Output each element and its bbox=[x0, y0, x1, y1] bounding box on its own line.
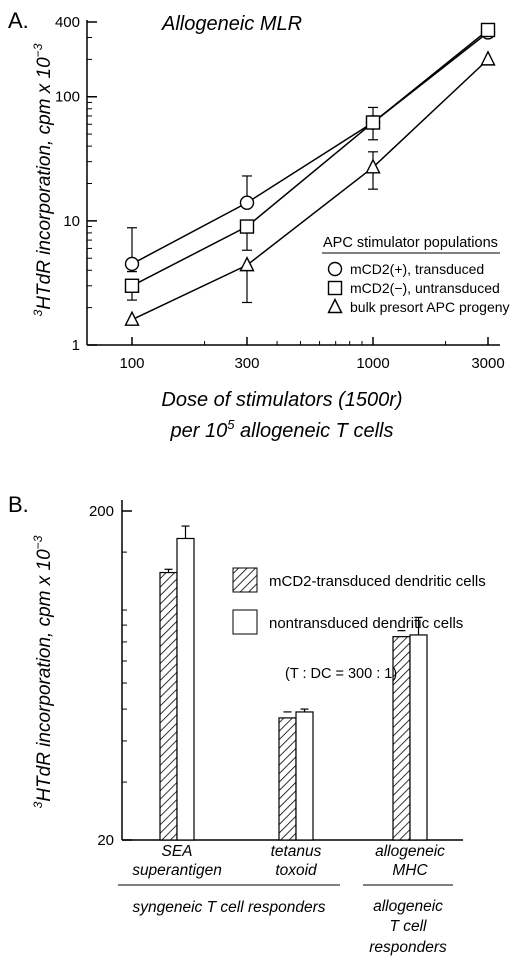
panel-b-legend-label-transduced: mCD2-transduced dendritic cells bbox=[269, 573, 486, 590]
panel-a-series bbox=[124, 22, 496, 326]
panel-b-category-labels: SEA superantigen tetanus toxoid allogeneic MH… bbox=[132, 843, 445, 879]
panel-a-xlabel-line1: Dose of stimulators (1500r) bbox=[161, 389, 402, 411]
panel-a-x-tick-label: 100 bbox=[119, 355, 144, 372]
panel-b: B. 3HTdR incorporation, cpm x 10−3 20 200… bbox=[8, 492, 486, 956]
panel-a-series-line bbox=[131, 58, 489, 321]
panel-b-ylabel-main: HTdR incorporation, cpm x 10 bbox=[34, 549, 55, 802]
panel-a-y-axis-label: 3HTdR incorporation, cpm x 10−3 bbox=[31, 43, 55, 316]
panel-a-legend-items: mCD2(+), transduced mCD2(−), untransduced… bbox=[327, 261, 510, 315]
panel-b-legend: mCD2-transduced dendritic cells nontrans… bbox=[232, 567, 486, 635]
panel-b-ylabel-exp: −3 bbox=[31, 535, 45, 549]
panel-b-category-label-line1: allogeneic bbox=[375, 843, 445, 860]
panel-a-legend-marker-circle bbox=[327, 261, 343, 277]
panel-a-x-tick-label: 300 bbox=[234, 355, 259, 372]
panel-b-y-axis-label: 3HTdR incorporation, cpm x 10−3 bbox=[31, 535, 55, 808]
panel-a-x-ticks: 100 300 1000 3000 bbox=[119, 337, 505, 372]
panel-a-label: A. bbox=[8, 8, 29, 33]
panel-b-group-left-label: syngeneic T cell responders bbox=[133, 899, 326, 916]
panel-a-legend-label: mCD2(−), untransduced bbox=[350, 280, 500, 296]
panel-b-group-right-line1: allogeneic bbox=[373, 898, 443, 915]
panel-b-y-ticks: 20 200 bbox=[89, 503, 132, 849]
panel-a-point bbox=[480, 22, 496, 38]
panel-b-bar-group-0 bbox=[159, 525, 195, 841]
panel-a-series-line bbox=[131, 31, 489, 265]
panel-b-group-right-line3: responders bbox=[369, 939, 447, 956]
panel-a-ylabel-exp: −3 bbox=[31, 43, 45, 57]
panel-b-legend-swatch-hatched bbox=[232, 567, 258, 593]
panel-a-x-tick-label: 3000 bbox=[471, 355, 504, 372]
panel-a-title: Allogeneic MLR bbox=[161, 13, 302, 35]
panel-a-series-triangle bbox=[124, 50, 496, 326]
panel-a-xlabel-pre: per 10 bbox=[170, 420, 228, 442]
panel-a-legend-label: mCD2(+), transduced bbox=[350, 261, 484, 277]
panel-a-y-tick-label: 1 bbox=[72, 337, 80, 354]
panel-a-xlabel-line2: per 105 allogeneic T cells bbox=[170, 417, 394, 442]
panel-a-legend: APC stimulator populations mCD2(+), tran… bbox=[322, 235, 510, 315]
panel-b-category-label-line2: toxoid bbox=[275, 862, 318, 879]
panel-b-bar-hatched bbox=[278, 717, 297, 841]
panel-b-category-label-line2: superantigen bbox=[132, 862, 222, 879]
panel-a-point bbox=[124, 310, 140, 326]
panel-a-point bbox=[239, 256, 255, 272]
panel-b-category-label-line2: MHC bbox=[392, 862, 428, 879]
panel-b-ylabel-prefix: 3 bbox=[31, 801, 45, 808]
panel-a-y-tick-label: 100 bbox=[55, 89, 80, 106]
panel-b-category-label-line1: tetanus bbox=[271, 843, 322, 860]
panel-b-bars bbox=[159, 525, 428, 841]
panel-a-legend-title: APC stimulator populations bbox=[323, 235, 498, 251]
panel-a-series-circle bbox=[124, 25, 496, 273]
panel-b-bar-open bbox=[295, 711, 314, 841]
panel-b-legend-label-nontransduced: nontransduced dendritic cells bbox=[269, 615, 463, 632]
panel-a-point bbox=[480, 50, 496, 66]
panel-b-label: B. bbox=[8, 492, 29, 517]
panel-a-point bbox=[239, 219, 255, 234]
panel-a-point bbox=[239, 195, 255, 210]
panel-b-bar-hatched bbox=[159, 571, 178, 841]
panel-b-legend-swatch-open bbox=[232, 609, 258, 635]
panel-a-legend-marker-triangle bbox=[327, 297, 343, 314]
panel-a-series-square bbox=[124, 22, 496, 301]
panel-a-y-tick-label: 400 bbox=[55, 14, 80, 31]
panel-a-xlabel-exp: 5 bbox=[227, 417, 235, 432]
panel-b-y-tick-label: 200 bbox=[89, 503, 114, 520]
panel-a: A. Allogeneic MLR 3HTdR incorporation, c… bbox=[8, 8, 510, 442]
panel-a-point bbox=[124, 278, 140, 293]
panel-b-bar-open bbox=[176, 537, 195, 841]
panel-b-group-right-line2: T cell bbox=[389, 918, 427, 935]
panel-a-xlabel-post: allogeneic T cells bbox=[234, 420, 393, 442]
panel-a-point bbox=[124, 256, 140, 272]
panel-b-bar-group-2 bbox=[392, 616, 428, 841]
panel-a-y-ticks: 1 10 100 400 bbox=[55, 14, 97, 354]
panel-b-bar-open bbox=[409, 634, 428, 841]
panel-a-x-tick-label: 1000 bbox=[356, 355, 389, 372]
panel-a-legend-marker-square bbox=[327, 280, 343, 296]
panel-a-ylabel-prefix: 3 bbox=[31, 309, 45, 316]
panel-b-ratio-note: (T : DC = 300 : 1) bbox=[285, 666, 397, 682]
panel-a-legend-label: bulk presort APC progeny bbox=[350, 299, 510, 315]
panel-a-ylabel-main: HTdR incorporation, cpm x 10 bbox=[34, 57, 55, 310]
panel-b-y-tick-label: 20 bbox=[97, 832, 114, 849]
panel-b-bar-group-1 bbox=[278, 708, 314, 841]
panel-a-point bbox=[365, 115, 381, 130]
panel-b-category-label-line1: SEA bbox=[161, 843, 192, 860]
panel-a-y-tick-label: 10 bbox=[63, 213, 80, 230]
panel-a-series-line bbox=[131, 29, 489, 287]
panel-a-point bbox=[365, 158, 381, 174]
